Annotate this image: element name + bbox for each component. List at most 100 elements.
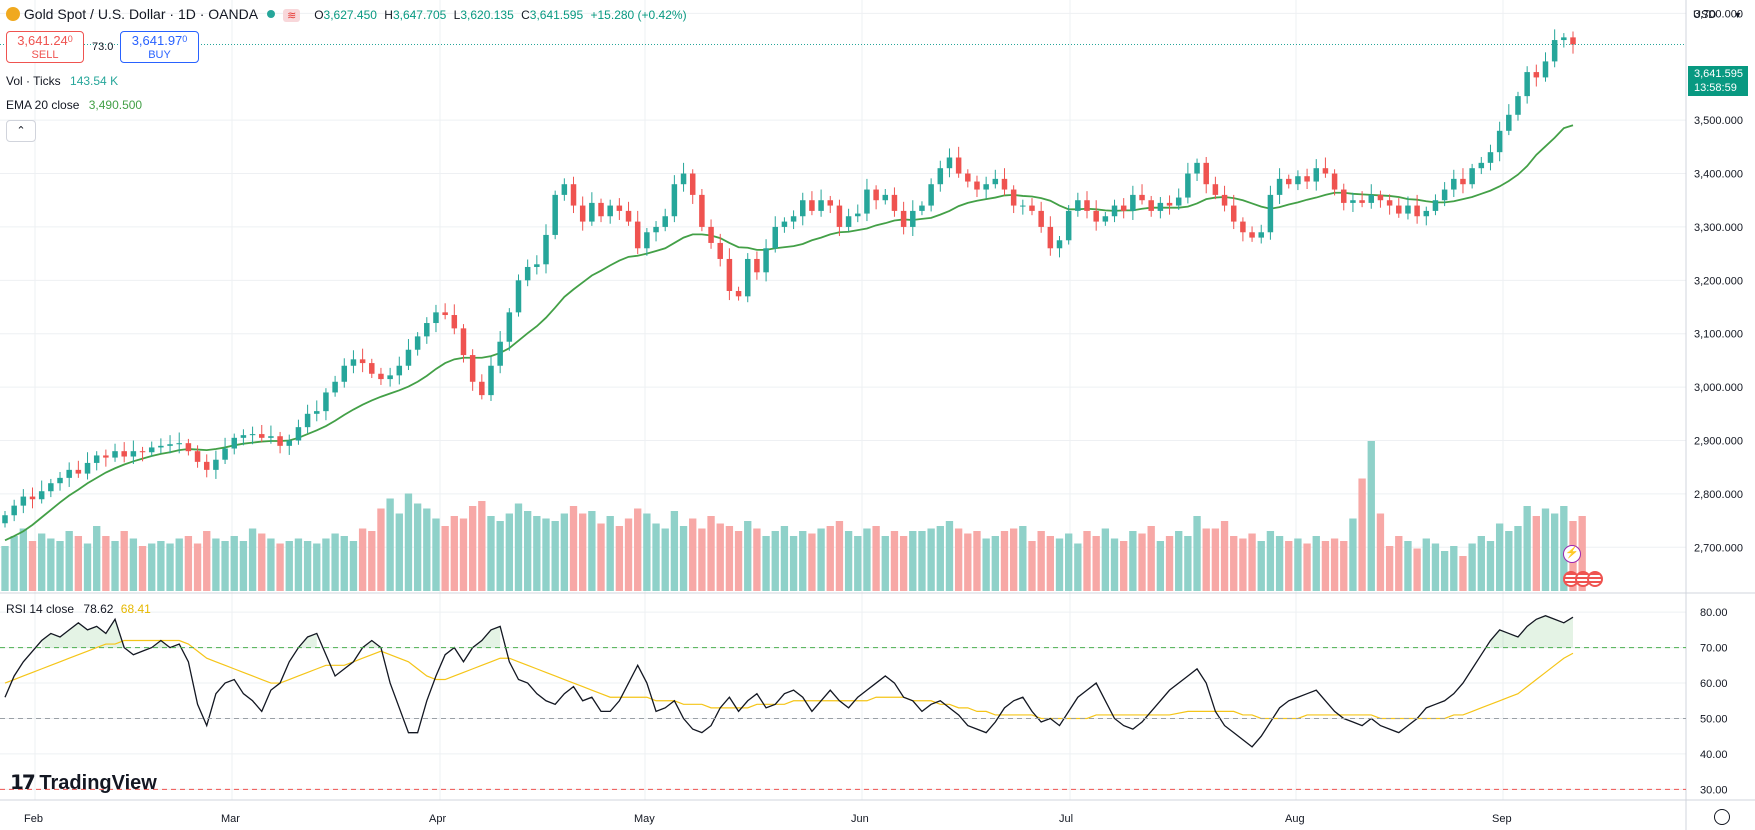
candle: [534, 255, 540, 275]
volume-bar: [1230, 536, 1238, 591]
candle: [1065, 205, 1072, 245]
candle-body: [1469, 168, 1475, 185]
candle-body: [891, 194, 898, 211]
candle: [414, 332, 421, 356]
candle-body: [772, 226, 778, 249]
pattern-toggle-icon[interactable]: ≋: [283, 9, 301, 22]
sell-label: SELL: [31, 49, 59, 61]
candle-body: [1276, 178, 1283, 195]
sell-button[interactable]: 3,641.240 SELL: [6, 31, 84, 63]
candle: [717, 233, 723, 267]
volume-bar: [1257, 541, 1265, 591]
candle: [1359, 191, 1365, 208]
candle: [634, 210, 641, 255]
buy-button[interactable]: 3,641.970 BUY: [120, 31, 199, 63]
candle-body: [1478, 162, 1485, 169]
candle: [332, 375, 338, 397]
currency-selector[interactable]: USD ▼: [1689, 4, 1753, 26]
candle-body: [176, 443, 182, 445]
volume-bar: [276, 543, 284, 591]
candle-body: [479, 381, 485, 396]
time-tick-label: Apr: [429, 813, 446, 825]
volume-bar: [762, 536, 770, 591]
candle: [1038, 201, 1044, 233]
lightning-event-icon[interactable]: ⚡: [1563, 545, 1581, 563]
candle-body: [341, 365, 348, 382]
volume-bar: [734, 531, 743, 591]
volume-bar: [689, 518, 697, 591]
candle-body: [268, 436, 274, 438]
volume-bar: [560, 513, 569, 591]
candle-body: [726, 258, 733, 291]
volume-bar: [230, 536, 238, 591]
us-flag-event-icon[interactable]: [1587, 571, 1603, 587]
candle-body: [84, 462, 91, 474]
volume-bar: [817, 528, 825, 591]
candle: [680, 162, 687, 192]
candle: [103, 449, 109, 467]
candle-body: [93, 455, 100, 463]
volume-bar: [166, 543, 174, 591]
symbol-title[interactable]: Gold Spot / U.S. Dollar · 1D · OANDA: [23, 6, 258, 22]
price-tick-label: 3,700.000: [1694, 8, 1743, 20]
candle: [442, 303, 448, 320]
volume-legend[interactable]: Vol · Ticks 143.54 K: [6, 74, 118, 88]
volume-bar: [386, 498, 394, 591]
price-tick-label: 2,900.000: [1694, 435, 1743, 447]
candle: [38, 480, 45, 504]
candle: [1148, 195, 1154, 217]
volume-bar: [1486, 541, 1495, 591]
volume-bars: [1, 441, 1586, 591]
volume-bar: [377, 508, 385, 591]
rsi-legend[interactable]: RSI 14 close 78.62 68.41: [6, 602, 151, 616]
candle: [1496, 121, 1503, 162]
volume-bar: [258, 533, 266, 591]
ema-legend[interactable]: EMA 20 close 3,490.500: [6, 98, 142, 112]
candle: [57, 472, 63, 491]
candle: [763, 239, 769, 282]
time-tick-label: Sep: [1492, 813, 1512, 825]
volume-bar: [835, 521, 844, 591]
candle: [1405, 196, 1411, 220]
candle-body: [1524, 72, 1530, 97]
candle: [1001, 168, 1008, 196]
volume-bar: [148, 543, 156, 591]
candle: [1561, 33, 1567, 48]
sell-price: 3,641.24: [17, 33, 68, 48]
candle: [222, 437, 228, 464]
candle-body: [579, 205, 586, 222]
volume-bar: [28, 541, 37, 591]
candle-body: [1249, 232, 1255, 238]
candle: [277, 431, 283, 454]
candle: [955, 146, 962, 178]
candle-body: [818, 200, 824, 211]
candle: [891, 187, 898, 217]
volume-bar: [175, 538, 183, 591]
candle: [1350, 192, 1356, 212]
candle-body: [800, 200, 806, 217]
candle: [561, 178, 568, 201]
candle: [1175, 188, 1182, 210]
volume-bar: [65, 531, 73, 591]
candle-body: [864, 189, 870, 214]
collapse-legend-button[interactable]: ⌃: [6, 120, 36, 142]
volume-bar: [1385, 546, 1394, 591]
candle-body: [699, 194, 705, 227]
candle: [974, 175, 980, 198]
candle: [323, 388, 329, 421]
volume-bar: [1514, 526, 1522, 591]
rsi-ma-legend-value: 68.41: [120, 602, 151, 616]
candle: [1313, 159, 1320, 191]
candle: [378, 367, 384, 385]
candle: [726, 248, 733, 301]
candle-body: [1386, 200, 1393, 206]
volume-bar: [358, 528, 367, 591]
volume-bar: [890, 531, 899, 591]
volume-bar: [982, 538, 990, 591]
rsi-overbought-fill: [41, 619, 125, 648]
volume-bar: [753, 528, 761, 591]
volume-bar: [1523, 506, 1531, 591]
volume-bar: [1294, 538, 1302, 591]
settings-icon[interactable]: [1714, 809, 1730, 825]
